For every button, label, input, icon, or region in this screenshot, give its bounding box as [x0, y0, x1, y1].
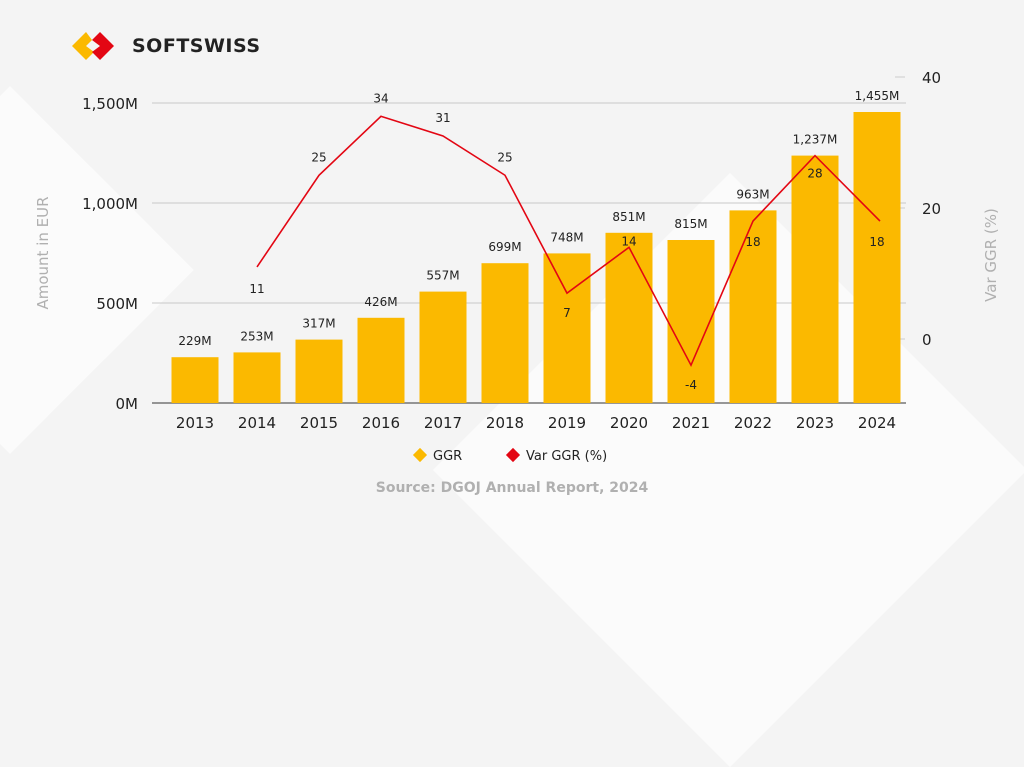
- line-label: 11: [249, 282, 264, 296]
- y-tick-left: 1,500M: [82, 95, 138, 113]
- legend: GGR Var GGR (%): [412, 447, 607, 464]
- line-label: 28: [807, 167, 822, 181]
- line-label: 7: [563, 306, 571, 320]
- bar-2020: [605, 232, 653, 403]
- bar-2018: [481, 263, 529, 403]
- bar-label: 851M: [612, 210, 645, 224]
- bar-2024: [853, 112, 901, 403]
- x-tick-label: 2017: [424, 414, 462, 432]
- bar-2019: [543, 253, 591, 403]
- x-tick-label: 2018: [486, 414, 524, 432]
- legend-var-label: Var GGR (%): [526, 449, 607, 464]
- bar-label: 426M: [364, 295, 397, 309]
- line-label: 34: [373, 91, 388, 105]
- bar-label: 229M: [178, 334, 211, 348]
- y-tick-right: 0: [922, 331, 932, 349]
- bar-2015: [295, 339, 343, 403]
- y-tick-left: 0M: [116, 395, 139, 413]
- x-tick-label: 2015: [300, 414, 338, 432]
- x-tick-label: 2022: [734, 414, 772, 432]
- y-axis-right-title: Var GGR (%): [982, 208, 1000, 302]
- bar-label: 557M: [426, 269, 459, 283]
- y-tick-left: 500M: [96, 295, 138, 313]
- legend-ggr-label: GGR: [433, 449, 462, 464]
- line-label: 14: [621, 234, 636, 248]
- legend-var-marker: [505, 447, 521, 463]
- bar-label: 1,237M: [793, 133, 838, 147]
- y-tick-right: 40: [922, 69, 941, 87]
- line-label: 25: [497, 150, 512, 164]
- x-tick-label: 2019: [548, 414, 586, 432]
- logo-icon: [72, 32, 114, 60]
- x-tick-label: 2020: [610, 414, 648, 432]
- chart: 0M 500M 1,000M 1,500M 0 20 40 229M 2013 253M 2014 3…: [34, 69, 1000, 496]
- bar-label: 963M: [736, 187, 769, 201]
- line-label: -4: [685, 378, 697, 392]
- bar-2016: [357, 317, 405, 403]
- bar-2013: [171, 357, 219, 403]
- y-axis-left-title: Amount in EUR: [34, 196, 52, 309]
- bar-label: 815M: [674, 217, 707, 231]
- bar-label: 1,455M: [855, 89, 900, 103]
- var-ggr-line: [256, 115, 881, 368]
- x-tick-label: 2023: [796, 414, 834, 432]
- bar-2021: [667, 240, 715, 403]
- bar-2023: [791, 155, 839, 403]
- x-tick-label: 2013: [176, 414, 214, 432]
- bar-label: 699M: [488, 240, 521, 254]
- line-label: 31: [435, 111, 450, 125]
- x-tick-label: 2016: [362, 414, 400, 432]
- x-tick-label: 2021: [672, 414, 710, 432]
- bar-label: 748M: [550, 230, 583, 244]
- y-tick-left: 1,000M: [82, 195, 138, 213]
- line-label: 18: [869, 235, 884, 249]
- bar-label: 253M: [240, 329, 273, 343]
- source-note: Source: DGOJ Annual Report, 2024: [376, 480, 649, 496]
- brand-name: SOFTSWISS: [132, 35, 261, 57]
- softswiss-logo: SOFTSWISS: [70, 30, 261, 62]
- x-tick-label: 2014: [238, 414, 276, 432]
- bar-2017: [419, 291, 467, 403]
- legend-ggr-marker: [412, 447, 428, 463]
- line-label: 25: [311, 150, 326, 164]
- bar-2022: [729, 210, 777, 403]
- line-label: 18: [745, 235, 760, 249]
- bar-2014: [233, 352, 281, 403]
- x-tick-label: 2024: [858, 414, 896, 432]
- y-tick-right: 20: [922, 200, 941, 218]
- bar-label: 317M: [302, 317, 335, 331]
